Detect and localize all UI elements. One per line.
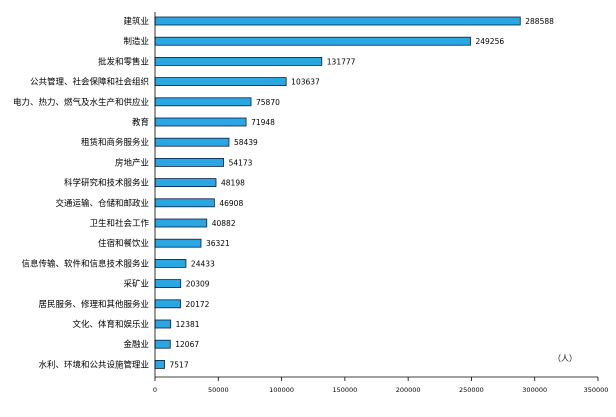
category-label: 建筑业	[123, 16, 149, 27]
bar	[154, 178, 217, 188]
unit-label: （人）	[553, 354, 577, 363]
x-tick-label: 150000	[332, 386, 357, 394]
bar	[154, 16, 521, 26]
x-tick-label: 50000	[208, 386, 229, 394]
value-label: 40882	[212, 219, 236, 228]
bar	[154, 319, 172, 329]
x-tick-label: 100000	[269, 386, 294, 394]
value-label: 46908	[219, 199, 243, 208]
category-label: 水利、环境和公共设施管理业	[38, 359, 149, 370]
x-tick-label: 350000	[584, 386, 609, 394]
category-label: 卫生和社会工作	[89, 218, 149, 229]
category-label: 住宿和餐饮业	[98, 238, 149, 249]
bar	[154, 157, 224, 167]
category-label: 批发和零售业	[98, 56, 149, 67]
value-label: 75870	[256, 98, 280, 107]
value-label: 20309	[186, 280, 210, 289]
x-tick-label: 200000	[396, 386, 421, 394]
bar	[154, 198, 215, 208]
bar	[154, 218, 208, 228]
value-label: 12067	[175, 340, 199, 349]
value-label: 48198	[221, 179, 245, 188]
bar	[154, 36, 471, 46]
bar	[154, 299, 181, 309]
category-label: 采矿业	[123, 279, 149, 290]
bar	[154, 238, 202, 248]
value-label: 103637	[291, 78, 320, 87]
value-label: 24433	[191, 259, 215, 268]
category-label: 租赁和商务服务业	[81, 137, 149, 148]
category-label: 公共管理、社会保障和社会组织	[30, 77, 149, 88]
value-label: 7517	[170, 360, 189, 369]
value-label: 58439	[234, 138, 258, 147]
bar	[154, 279, 182, 289]
bar	[154, 339, 171, 349]
value-label: 36321	[206, 239, 230, 248]
x-tick-label: 250000	[459, 386, 484, 394]
x-tick-label: 0	[153, 386, 157, 394]
category-label: 文化、体育和娱乐业	[72, 319, 149, 330]
value-labels: 288588 249256 131777 103637 75870 71948 58439 5…	[170, 17, 555, 369]
category-label: 房地产业	[115, 157, 149, 168]
category-label: 电力、热力、燃气及水生产和供应业	[13, 97, 149, 108]
category-label: 居民服务、修理和其他服务业	[38, 299, 149, 310]
value-label: 20172	[186, 300, 210, 309]
category-label: 制造业	[123, 36, 149, 47]
value-label: 249256	[475, 37, 504, 46]
bar	[154, 117, 247, 127]
category-label: 金融业	[123, 339, 149, 350]
category-labels: 建筑业制造业批发和零售业公共管理、社会保障和社会组织电力、热力、燃气及水生产和供…	[13, 16, 150, 370]
value-label: 54173	[229, 158, 253, 167]
x-tick-label: 300000	[522, 386, 547, 394]
value-label: 288588	[525, 17, 554, 26]
bars	[154, 16, 521, 369]
value-label: 131777	[327, 57, 356, 66]
value-label: 71948	[251, 118, 275, 127]
value-label: 12381	[176, 320, 200, 329]
bar	[154, 77, 287, 86]
category-label: 交通运输、仓储和邮政业	[55, 198, 149, 209]
bar	[154, 97, 252, 107]
bar	[154, 359, 165, 369]
x-axis-ticks: 0 50000 100000 150000 200000 250000 300000 3500…	[153, 377, 608, 394]
bar	[154, 137, 230, 147]
bar	[154, 258, 187, 268]
category-label: 科学研究和技术服务业	[64, 178, 149, 189]
category-label: 信息传输、软件和信息技术服务业	[21, 258, 149, 269]
bar	[154, 57, 323, 66]
category-label: 教育	[132, 117, 149, 128]
